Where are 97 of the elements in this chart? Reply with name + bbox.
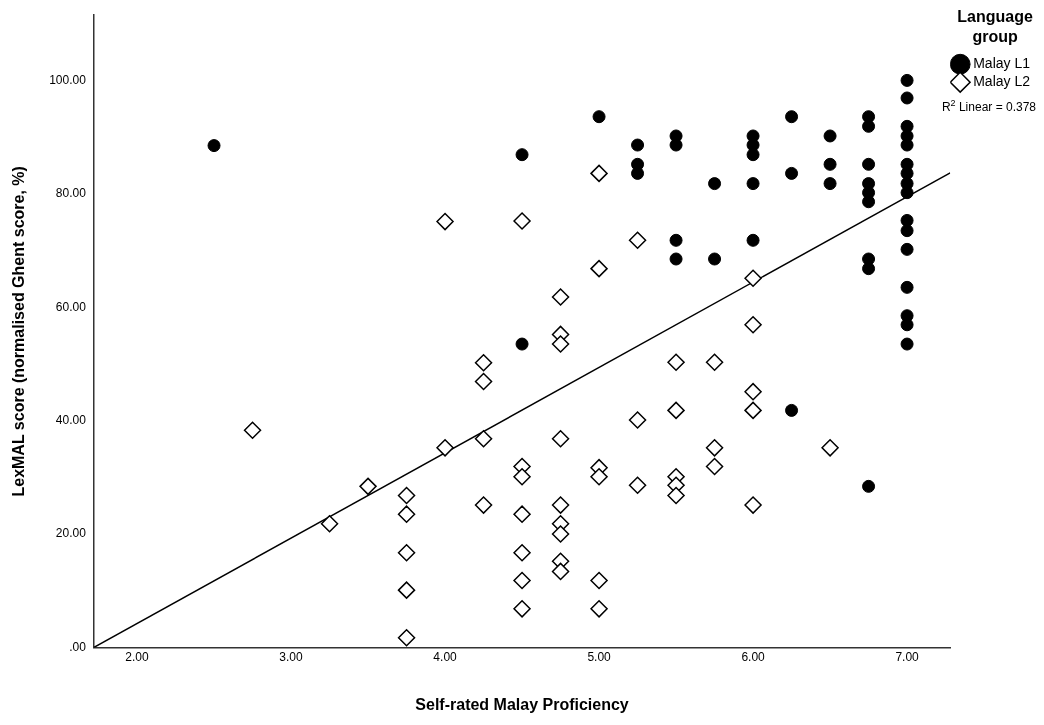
point <box>628 231 647 250</box>
point <box>551 288 570 306</box>
point <box>551 562 570 581</box>
point <box>900 280 914 294</box>
point <box>785 166 799 180</box>
point <box>515 337 529 351</box>
point <box>513 505 531 523</box>
point <box>705 353 724 371</box>
point <box>320 515 339 533</box>
point <box>590 259 608 278</box>
point <box>397 629 416 647</box>
point <box>900 337 914 351</box>
point <box>590 164 608 183</box>
y-tick-label: .00 <box>69 639 87 654</box>
point <box>513 467 531 486</box>
point <box>669 233 683 247</box>
point <box>823 157 837 171</box>
point <box>862 157 876 171</box>
point <box>513 600 531 618</box>
point <box>746 148 760 162</box>
point <box>862 262 876 276</box>
point <box>551 430 570 448</box>
point <box>667 401 685 420</box>
point <box>744 382 762 401</box>
legend-title: Language group <box>957 8 1033 45</box>
point <box>590 600 608 618</box>
point <box>551 496 570 514</box>
point <box>708 252 722 266</box>
legend-label: Malay L1 <box>973 55 1031 72</box>
point <box>436 439 454 457</box>
x-tick-label: 7.00 <box>895 649 920 664</box>
point <box>669 138 683 152</box>
point <box>862 195 876 209</box>
point <box>900 138 914 152</box>
point <box>705 439 724 457</box>
point <box>821 439 839 457</box>
point <box>513 571 531 590</box>
point <box>397 486 416 505</box>
y-tick-label: 80.00 <box>55 186 87 201</box>
x-tick-label: 3.00 <box>279 649 304 664</box>
point <box>590 467 608 486</box>
point <box>823 129 837 143</box>
point <box>705 457 724 476</box>
point <box>207 139 221 153</box>
point <box>628 411 647 429</box>
y-tick-label: 60.00 <box>55 299 87 314</box>
point <box>631 166 645 180</box>
point <box>631 138 645 152</box>
point <box>513 212 531 230</box>
point <box>862 119 876 133</box>
point <box>746 233 760 247</box>
point <box>785 110 799 124</box>
point <box>397 543 416 562</box>
point <box>744 496 762 514</box>
x-tick-label: 5.00 <box>587 649 612 664</box>
y-tick-label: 40.00 <box>55 412 87 427</box>
y-tick-label: 20.00 <box>55 526 87 541</box>
point <box>823 177 837 191</box>
point <box>744 401 762 420</box>
y-tick-label: 100.00 <box>49 72 87 87</box>
point <box>474 496 493 514</box>
point <box>551 525 570 543</box>
point <box>667 486 685 505</box>
x-tick-label: 6.00 <box>741 649 766 664</box>
point <box>436 212 454 231</box>
point <box>744 269 762 288</box>
point <box>551 335 570 353</box>
point <box>900 224 914 238</box>
point <box>785 403 799 417</box>
point <box>513 543 531 562</box>
point <box>862 479 876 493</box>
point <box>900 73 914 87</box>
point <box>474 430 493 448</box>
point <box>474 372 493 391</box>
point <box>900 91 914 105</box>
point <box>669 252 683 266</box>
y-axis-title: LexMAL score (normalised Ghent score, %) <box>10 166 28 497</box>
x-axis-title: Self-rated Malay Proficiency <box>415 695 629 713</box>
point <box>628 476 647 494</box>
x-tick-label: 4.00 <box>433 649 458 664</box>
point <box>243 421 262 439</box>
point <box>708 177 722 191</box>
point <box>590 571 608 590</box>
point <box>900 186 914 200</box>
point <box>592 110 606 124</box>
point <box>397 505 416 523</box>
legend-label: Malay L2 <box>973 73 1031 90</box>
point <box>515 148 529 162</box>
x-tick-label: 2.00 <box>125 649 150 664</box>
point <box>474 354 493 372</box>
point <box>900 318 914 332</box>
point <box>359 477 377 496</box>
point <box>744 316 762 334</box>
point <box>900 242 914 256</box>
point <box>746 177 760 191</box>
point <box>397 581 416 599</box>
point <box>667 353 685 371</box>
